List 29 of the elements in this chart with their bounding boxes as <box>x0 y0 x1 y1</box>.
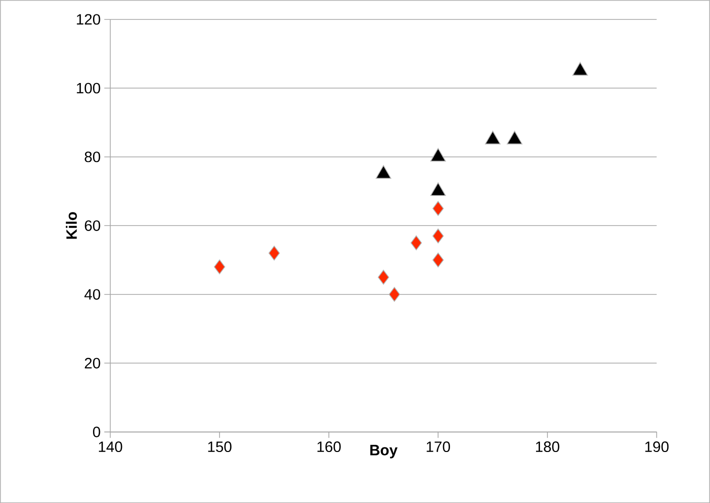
point <box>432 228 444 244</box>
point <box>410 235 422 250</box>
y-tick-label: 60 <box>84 220 100 231</box>
point <box>432 200 444 216</box>
point <box>430 148 446 162</box>
point <box>214 259 226 274</box>
x-tick-label: 160 <box>317 441 341 452</box>
x-tick-label: 180 <box>536 441 560 452</box>
point <box>506 130 522 144</box>
y-tick-label: 40 <box>84 288 100 300</box>
x-tick-label: 190 <box>645 441 669 452</box>
point <box>378 270 390 284</box>
y-tick-label: 80 <box>84 151 100 162</box>
x-tick-label: 140 <box>98 441 122 452</box>
point <box>572 62 588 76</box>
point <box>430 182 446 196</box>
x-tick-label: 150 <box>208 441 232 452</box>
point <box>388 286 400 302</box>
point <box>484 130 500 144</box>
y-tick-label: 100 <box>76 82 100 94</box>
x-axis-title: Boy <box>370 444 398 458</box>
point <box>376 165 392 179</box>
y-tick-label: 20 <box>84 358 100 368</box>
y-tick-label: 120 <box>76 14 100 25</box>
x-tick-label: 170 <box>426 441 450 452</box>
point <box>432 252 444 268</box>
y-tick-label: 0 <box>93 426 100 438</box>
point <box>268 246 280 260</box>
y-axis-title: Kilo <box>66 212 77 239</box>
